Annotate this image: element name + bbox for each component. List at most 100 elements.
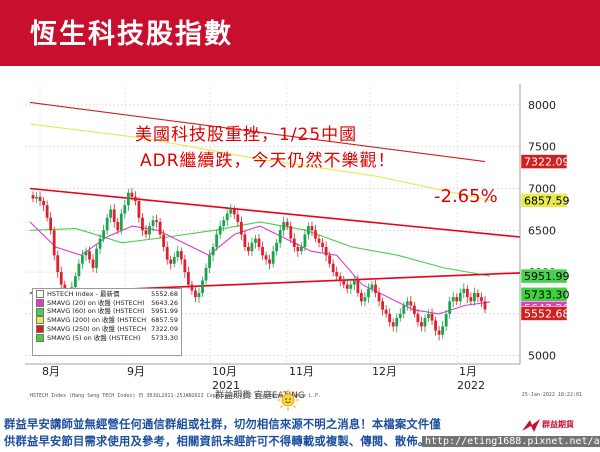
chart-legend: HSTECH Index - 最新價 5552.68 SMAVG (20) on 收…	[32, 288, 182, 356]
legend-series-name: SMAVG (5) on 收盤 (HSTECH)	[47, 333, 141, 342]
legend-series-name: SMAVG (20) on 收盤 (HSTECH)	[47, 298, 145, 307]
annotation-line-2: ADR繼續跌，今天仍然不樂觀！	[140, 151, 396, 171]
legend-row: SMAVG (200) on 收盤 (HSTECH) 6857.59	[36, 316, 178, 325]
candle-body	[186, 272, 190, 285]
candle-body	[416, 313, 420, 323]
candle-body	[134, 196, 137, 202]
legend-series-name: SMAVG (200) on 收盤 (HSTECH)	[47, 316, 148, 325]
candle-body	[458, 292, 462, 302]
candle-body	[102, 230, 106, 239]
candle-body	[299, 246, 303, 252]
candle-body	[338, 276, 342, 281]
ma-line-smavg-250	[29, 101, 486, 163]
candle-body	[317, 238, 321, 243]
ma-line-trend-upper	[29, 187, 521, 238]
legend-row: SMAVG (250) on 收盤 (HSTECH) 7322.09	[36, 325, 178, 334]
candle-body	[409, 301, 413, 306]
y-tick-label: 5000	[528, 350, 556, 363]
candle-body	[398, 313, 402, 319]
candle-body	[215, 234, 219, 247]
candle-body	[303, 234, 307, 247]
candle-body	[165, 246, 169, 260]
candle-body	[261, 246, 264, 256]
candle-body	[126, 192, 130, 206]
sun-icon	[277, 389, 299, 411]
x-tick-label: 9月	[127, 365, 145, 378]
legend-row: SMAVG (20) on 收盤 (HSTECH) 5643.26	[36, 299, 178, 308]
candle-body	[476, 292, 480, 298]
candle-body	[81, 255, 84, 264]
candle-body	[56, 255, 60, 273]
logo-text: 群益期貨	[542, 420, 574, 429]
price-tag-label: 5733.30	[524, 288, 570, 301]
candle-body	[172, 257, 176, 264]
chart-area: 80007500700065006000550050008月9月10月11月12…	[25, 84, 585, 414]
candle-body	[38, 196, 42, 202]
source-credit: HSTECH Index (Hang Seng TECH Index) 日 30…	[30, 393, 321, 399]
candle-body	[162, 234, 166, 247]
candle-body	[483, 301, 487, 310]
candle-body	[363, 297, 367, 302]
candle-body	[420, 322, 423, 327]
candle-body	[144, 230, 148, 235]
candle-body	[331, 263, 335, 273]
x-tick-label: 12月	[372, 365, 397, 378]
y-tick-label: 6500	[528, 224, 556, 237]
x-tick-label: 1月	[459, 365, 477, 378]
candle-body	[123, 205, 127, 214]
candle-body	[254, 238, 257, 243]
legend-series-name: SMAVG (60) on 收盤 (HSTECH)	[47, 307, 145, 316]
legend-swatch	[36, 316, 44, 325]
x-tick-label: 8月	[42, 365, 60, 378]
legend-swatch	[36, 307, 44, 316]
album-url[interactable]: http://eting1688.pixnet.net/album	[422, 436, 600, 447]
candle-body	[218, 226, 222, 235]
candle-body	[335, 272, 339, 277]
candle-body	[296, 246, 300, 252]
timestamp: 25-Jan-2022 18:22:01	[521, 392, 582, 398]
legend-series-value: 5951.99	[151, 307, 178, 316]
candle-body	[328, 255, 332, 264]
legend-series-name: HSTECH Index - 最新價	[47, 290, 120, 298]
price-tag-label: 5951.99	[524, 270, 570, 283]
candle-body	[360, 292, 363, 302]
legend-series-value: 5733.30	[151, 333, 178, 342]
candle-body	[268, 259, 271, 264]
candle-body	[73, 276, 77, 288]
y-tick-label: 7000	[528, 182, 556, 195]
candle-body	[282, 221, 286, 231]
candle-body	[412, 305, 416, 314]
legend-series-value: 5643.26	[151, 298, 178, 307]
candle-body	[194, 290, 197, 298]
candle-body	[278, 230, 282, 243]
latest-price-label: 5552.68	[524, 307, 570, 320]
candle-body	[292, 238, 296, 247]
candle-body	[247, 246, 250, 252]
candle-body	[349, 284, 353, 289]
candle-body	[109, 209, 113, 218]
candle-body	[405, 301, 409, 306]
candle-body	[480, 297, 483, 302]
candle-body	[141, 217, 144, 231]
price-chart: 80007500700065006000550050008月9月10月11月12…	[25, 84, 570, 392]
candle-body	[201, 280, 204, 293]
candle-body	[465, 288, 469, 298]
price-tag	[520, 193, 568, 208]
legend-series-value: 6857.59	[151, 316, 178, 325]
candle-body	[448, 301, 452, 314]
candle-body	[462, 288, 466, 293]
candle-body	[285, 221, 289, 227]
candle-body	[377, 292, 381, 302]
x-tick-label: 10月	[212, 365, 237, 378]
y-tick-label: 8000	[528, 99, 556, 112]
ma-line-smavg-60	[29, 221, 491, 277]
candle-body	[391, 322, 395, 327]
candle-body	[130, 192, 134, 197]
candle-body	[455, 297, 459, 302]
logo-mark-icon	[522, 419, 540, 432]
candle-body	[84, 251, 88, 256]
candle-body	[473, 292, 476, 302]
disclaimer-line-1: 群益早安講師並無經營任何通信群組或社群，切勿相信來源不明之消息！本檔案文件僅	[4, 418, 441, 431]
legend-row: SMAVG (5) on 收盤 (HSTECH) 5733.30	[36, 334, 178, 343]
candle-body	[451, 297, 455, 302]
